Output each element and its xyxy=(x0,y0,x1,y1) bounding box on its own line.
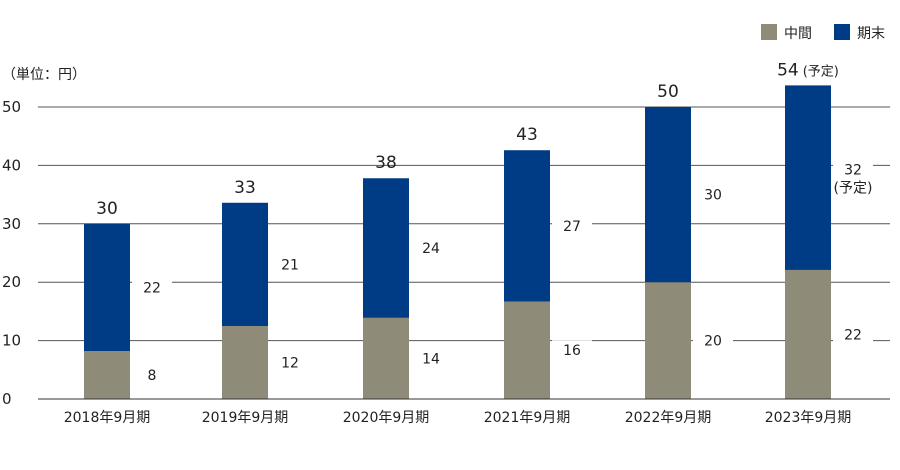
x-tick-label: 2021年9月期 xyxy=(484,410,571,426)
bar-segment-year-end xyxy=(222,202,268,326)
legend-swatch-interim xyxy=(761,24,777,40)
grid-layer xyxy=(38,106,890,342)
segment-value-label: 21 xyxy=(281,257,299,273)
y-tick-label: 0 xyxy=(2,390,12,408)
bar-segment-interim xyxy=(504,301,550,399)
bar-layer xyxy=(84,85,831,399)
x-tick-label: 2023年9月期 xyxy=(765,410,852,426)
segment-value-label: 14 xyxy=(422,351,440,367)
legend-label-interim: 中間 xyxy=(784,26,812,42)
legend: 中間 期末 xyxy=(761,24,885,42)
segment-value-label: 22 xyxy=(143,280,161,296)
segment-label-bg xyxy=(411,238,451,259)
y-tick-label: 20 xyxy=(2,273,21,291)
bar-segment-interim xyxy=(84,351,130,399)
bar-segment-interim xyxy=(645,282,691,399)
legend-swatch-year-end xyxy=(834,24,850,40)
y-tick-label: 40 xyxy=(2,156,21,174)
total-label: 50 xyxy=(657,82,679,102)
bar-segment-year-end xyxy=(363,178,409,318)
segment-value-label: 24 xyxy=(422,241,440,257)
segment-label-bg xyxy=(693,184,733,205)
unit-label: （単位：円） xyxy=(2,67,86,83)
total-label: 54 (予定) xyxy=(777,60,839,80)
segment-label-bg xyxy=(270,352,310,373)
bar-segment-interim xyxy=(363,317,409,399)
bar-segment-year-end xyxy=(504,150,550,302)
segment-label-bg xyxy=(833,324,873,345)
label-layer: 2018年9月期 30 8 22 2019年9月期 33 12 21 2020年9月期 38 14 2… xyxy=(64,60,873,426)
x-tick-label: 2020年9月期 xyxy=(343,410,430,426)
segment-value-label: 32 xyxy=(844,163,862,179)
segment-value-label: 27 xyxy=(563,219,581,235)
total-label: 30 xyxy=(96,199,118,219)
bar-segment-interim xyxy=(222,326,268,399)
y-tick-label: 10 xyxy=(2,332,21,350)
segment-label-bg xyxy=(132,277,172,298)
total-label: 33 xyxy=(234,178,256,198)
axis-layer: 0 10 20 30 40 50 xyxy=(2,98,890,408)
segment-label-bg xyxy=(552,215,592,236)
segment-value-label: 12 xyxy=(281,356,299,372)
segment-value-label: 16 xyxy=(563,343,581,359)
segment-label-bg xyxy=(693,330,733,351)
segment-value-label: 8 xyxy=(148,368,157,384)
y-tick-label: 30 xyxy=(2,215,21,233)
segment-label-bg xyxy=(411,348,451,369)
segment-label-bg xyxy=(833,159,873,196)
segment-label-bg xyxy=(552,340,592,361)
segment-value-suffix: (予定) xyxy=(834,181,873,197)
total-label: 43 xyxy=(516,125,538,145)
bar-segment-year-end xyxy=(84,223,130,352)
segment-value-label: 22 xyxy=(844,327,862,343)
legend-label-year-end: 期末 xyxy=(857,26,885,42)
y-tick-label: 50 xyxy=(2,98,21,116)
x-tick-label: 2022年9月期 xyxy=(625,410,712,426)
segment-label-bg xyxy=(132,365,172,386)
x-tick-label: 2019年9月期 xyxy=(202,410,289,426)
x-tick-label: 2018年9月期 xyxy=(64,410,151,426)
bar-segment-year-end xyxy=(785,85,831,270)
bar-segment-interim xyxy=(785,269,831,399)
segment-value-label: 20 xyxy=(704,334,722,350)
segment-value-label: 30 xyxy=(704,188,722,204)
total-label: 38 xyxy=(375,153,397,173)
bar-segment-year-end xyxy=(645,107,691,283)
segment-label-bg xyxy=(270,254,310,275)
